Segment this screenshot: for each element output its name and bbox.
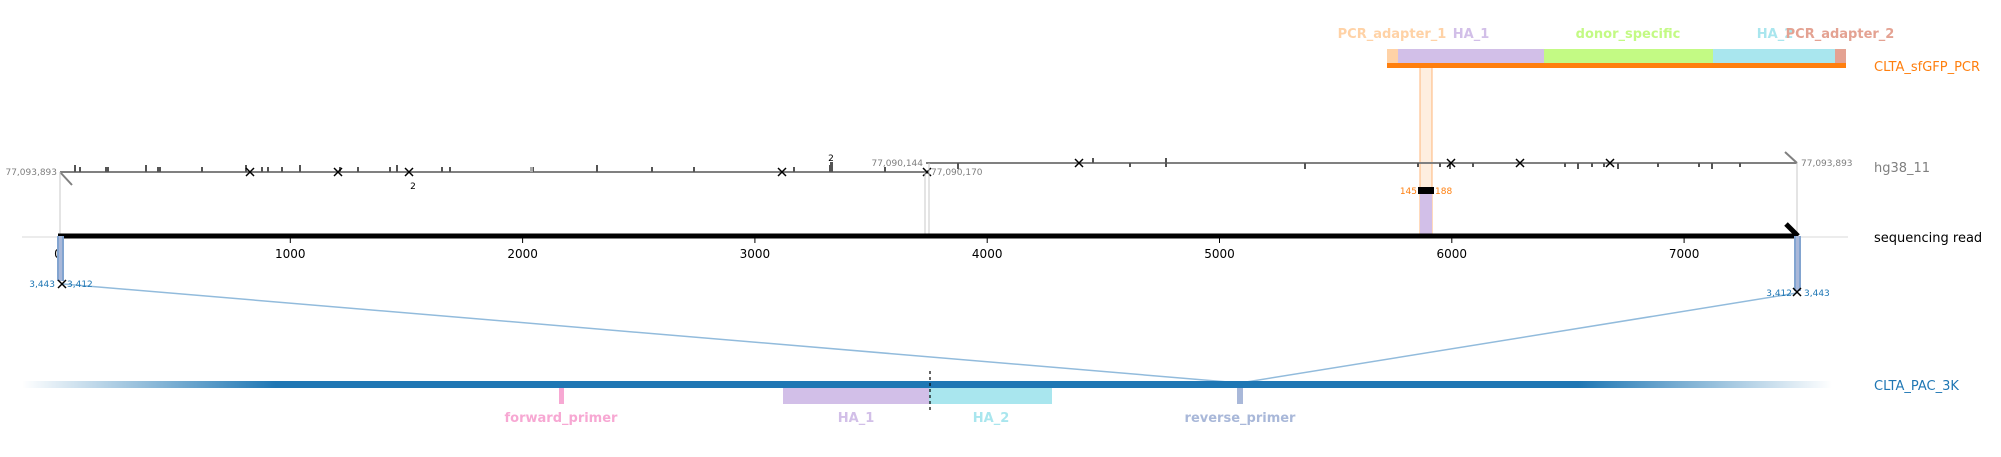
genome-deletion-marks [245, 158, 1615, 177]
genome-deletion-mark-4 [922, 167, 932, 177]
target-alignment: 3,443 3,412 3,412 3,443 [29, 236, 1830, 384]
donor-junction-mismatch-cluster [1418, 187, 1434, 194]
donor-label-ha-1: HA_1 [1453, 27, 1490, 42]
genome-deletion-mark-4-stroke-b [922, 167, 932, 177]
donor-pcr-adapter-1-block [1387, 49, 1398, 63]
genome-left-end-coord: 77,090,144 [871, 159, 923, 169]
read-end-arrow [1784, 222, 1800, 238]
target-left-coord-a: 3,443 [29, 280, 55, 290]
read-left-alignment-block [57, 236, 64, 281]
donor-ha-1-block [1398, 49, 1544, 63]
genome-insertion-count-a: 2 [828, 154, 834, 164]
target-label-ha-2: HA_2 [973, 411, 1010, 426]
donor-label-pcr-adapter-1: PCR_adapter_1 [1338, 27, 1447, 42]
genome-deletion-mark-6 [1446, 158, 1456, 168]
genome-left-start-coord: 77,093,893 [5, 168, 57, 178]
target-reverse-primer-block [1237, 387, 1243, 404]
target-right-endpoint-mark [1792, 287, 1802, 297]
target-label-ha-1: HA_1 [838, 411, 875, 426]
target-left-coord-b: 3,412 [67, 280, 93, 290]
genome-right-end-coord: 77,093,893 [1801, 159, 1853, 169]
target-left-endpoint-mark [57, 279, 67, 289]
genome-left-start-tail [59, 171, 73, 186]
genome-deletion-mark-8 [1605, 158, 1615, 168]
target-track-label: CLTA_PAC_3K [1874, 379, 1959, 394]
read-track-label: sequencing read [1874, 231, 1982, 246]
genome-insertion-block-a [830, 162, 833, 172]
donor-junction-right-coord: 188 [1435, 187, 1452, 197]
donor-label-pcr-adapter-2: PCR_adapter_2 [1786, 27, 1895, 42]
read-track: 01000200030004000500060007000 sequencing… [22, 222, 1982, 261]
genome-deletion-mark-8-stroke-b [1605, 158, 1615, 168]
read-axis-ticks: 01000200030004000500060007000 [54, 237, 1699, 261]
genome-right-start-coord: 77,090,170 [931, 168, 983, 178]
right-alignment-connector [1239, 292, 1798, 384]
genome-deletion-mark-2-stroke-b [404, 167, 414, 177]
target-right-coord-b: 3,443 [1804, 289, 1830, 299]
genome-insertion-block-b [530, 167, 533, 172]
genome-deletion-mark-6-stroke-b [1446, 158, 1456, 168]
genome-deletion-mark-1-stroke-b [333, 167, 343, 177]
genome-deletion-mark-0-stroke-b [245, 167, 255, 177]
target-label-forward-primer: forward_primer [505, 411, 619, 426]
read-tick-label-5000: 5000 [1204, 247, 1235, 261]
read-tick-label-7000: 7000 [1669, 247, 1700, 261]
genome-deletion-mark-3-stroke-b [777, 167, 787, 177]
donor-specific-block [1544, 49, 1713, 63]
genome-track-label: hg38_11 [1874, 161, 1930, 176]
target-right-coord-a: 3,412 [1766, 289, 1792, 299]
target-label-reverse-primer: reverse_primer [1185, 411, 1297, 426]
donor-label-ha-2: HA_2 [1757, 27, 1794, 42]
donor-junction-ha-block [1420, 194, 1432, 236]
target-right-endpoint-mark-stroke-b [1792, 287, 1802, 297]
genome-deletion-mark-3 [777, 167, 787, 177]
genome-deletion-mark-0 [245, 167, 255, 177]
target-ha-2-block [929, 387, 1052, 404]
donor-pcr-adapter-2-block [1835, 49, 1846, 63]
donor-ha-2-block [1713, 49, 1835, 63]
genome-right-end-tail [1784, 151, 1798, 164]
read-tick-label-2000: 2000 [507, 247, 538, 261]
genome-insertion-count-b: 2 [410, 182, 416, 192]
genome-deletion-mark-2 [404, 167, 414, 177]
genome-deletion-mark-7-stroke-b [1515, 158, 1525, 168]
donor-junction-left-coord: 145 [1400, 187, 1417, 197]
read-tick-label-3000: 3000 [740, 247, 771, 261]
target-line [22, 381, 1832, 388]
target-track: forward_primer HA_1 HA_2 reverse_primer … [22, 371, 1959, 426]
donor-alignment-band: 145 188 [1400, 68, 1452, 236]
target-left-endpoint-mark-stroke-b [57, 279, 67, 289]
genome-deletion-mark-7 [1515, 158, 1525, 168]
read-tick-label-1000: 1000 [275, 247, 306, 261]
genome-mismatch-ticks [74, 158, 1741, 172]
read-right-alignment-block [1794, 236, 1801, 291]
genome-deletion-mark-5-stroke-b [1074, 158, 1084, 168]
left-alignment-connector [62, 283, 1241, 384]
target-forward-primer-block [559, 387, 564, 404]
donor-line [1387, 63, 1846, 68]
read-tick-label-6000: 6000 [1437, 247, 1468, 261]
read-tick-label-4000: 4000 [972, 247, 1003, 261]
genome-track: 77,093,893 77,090,144 77,090,170 77,093,… [5, 151, 1930, 192]
target-ha-1-block [783, 387, 929, 404]
genome-deletion-mark-1 [333, 167, 343, 177]
genome-deletion-mark-5 [1074, 158, 1084, 168]
donor-track-label: CLTA_sfGFP_PCR [1874, 60, 1980, 75]
donor-label-donor-specific: donor_specific [1576, 27, 1681, 42]
donor-track: PCR_adapter_1 HA_1 donor_specific HA_2 P… [1338, 27, 1980, 75]
